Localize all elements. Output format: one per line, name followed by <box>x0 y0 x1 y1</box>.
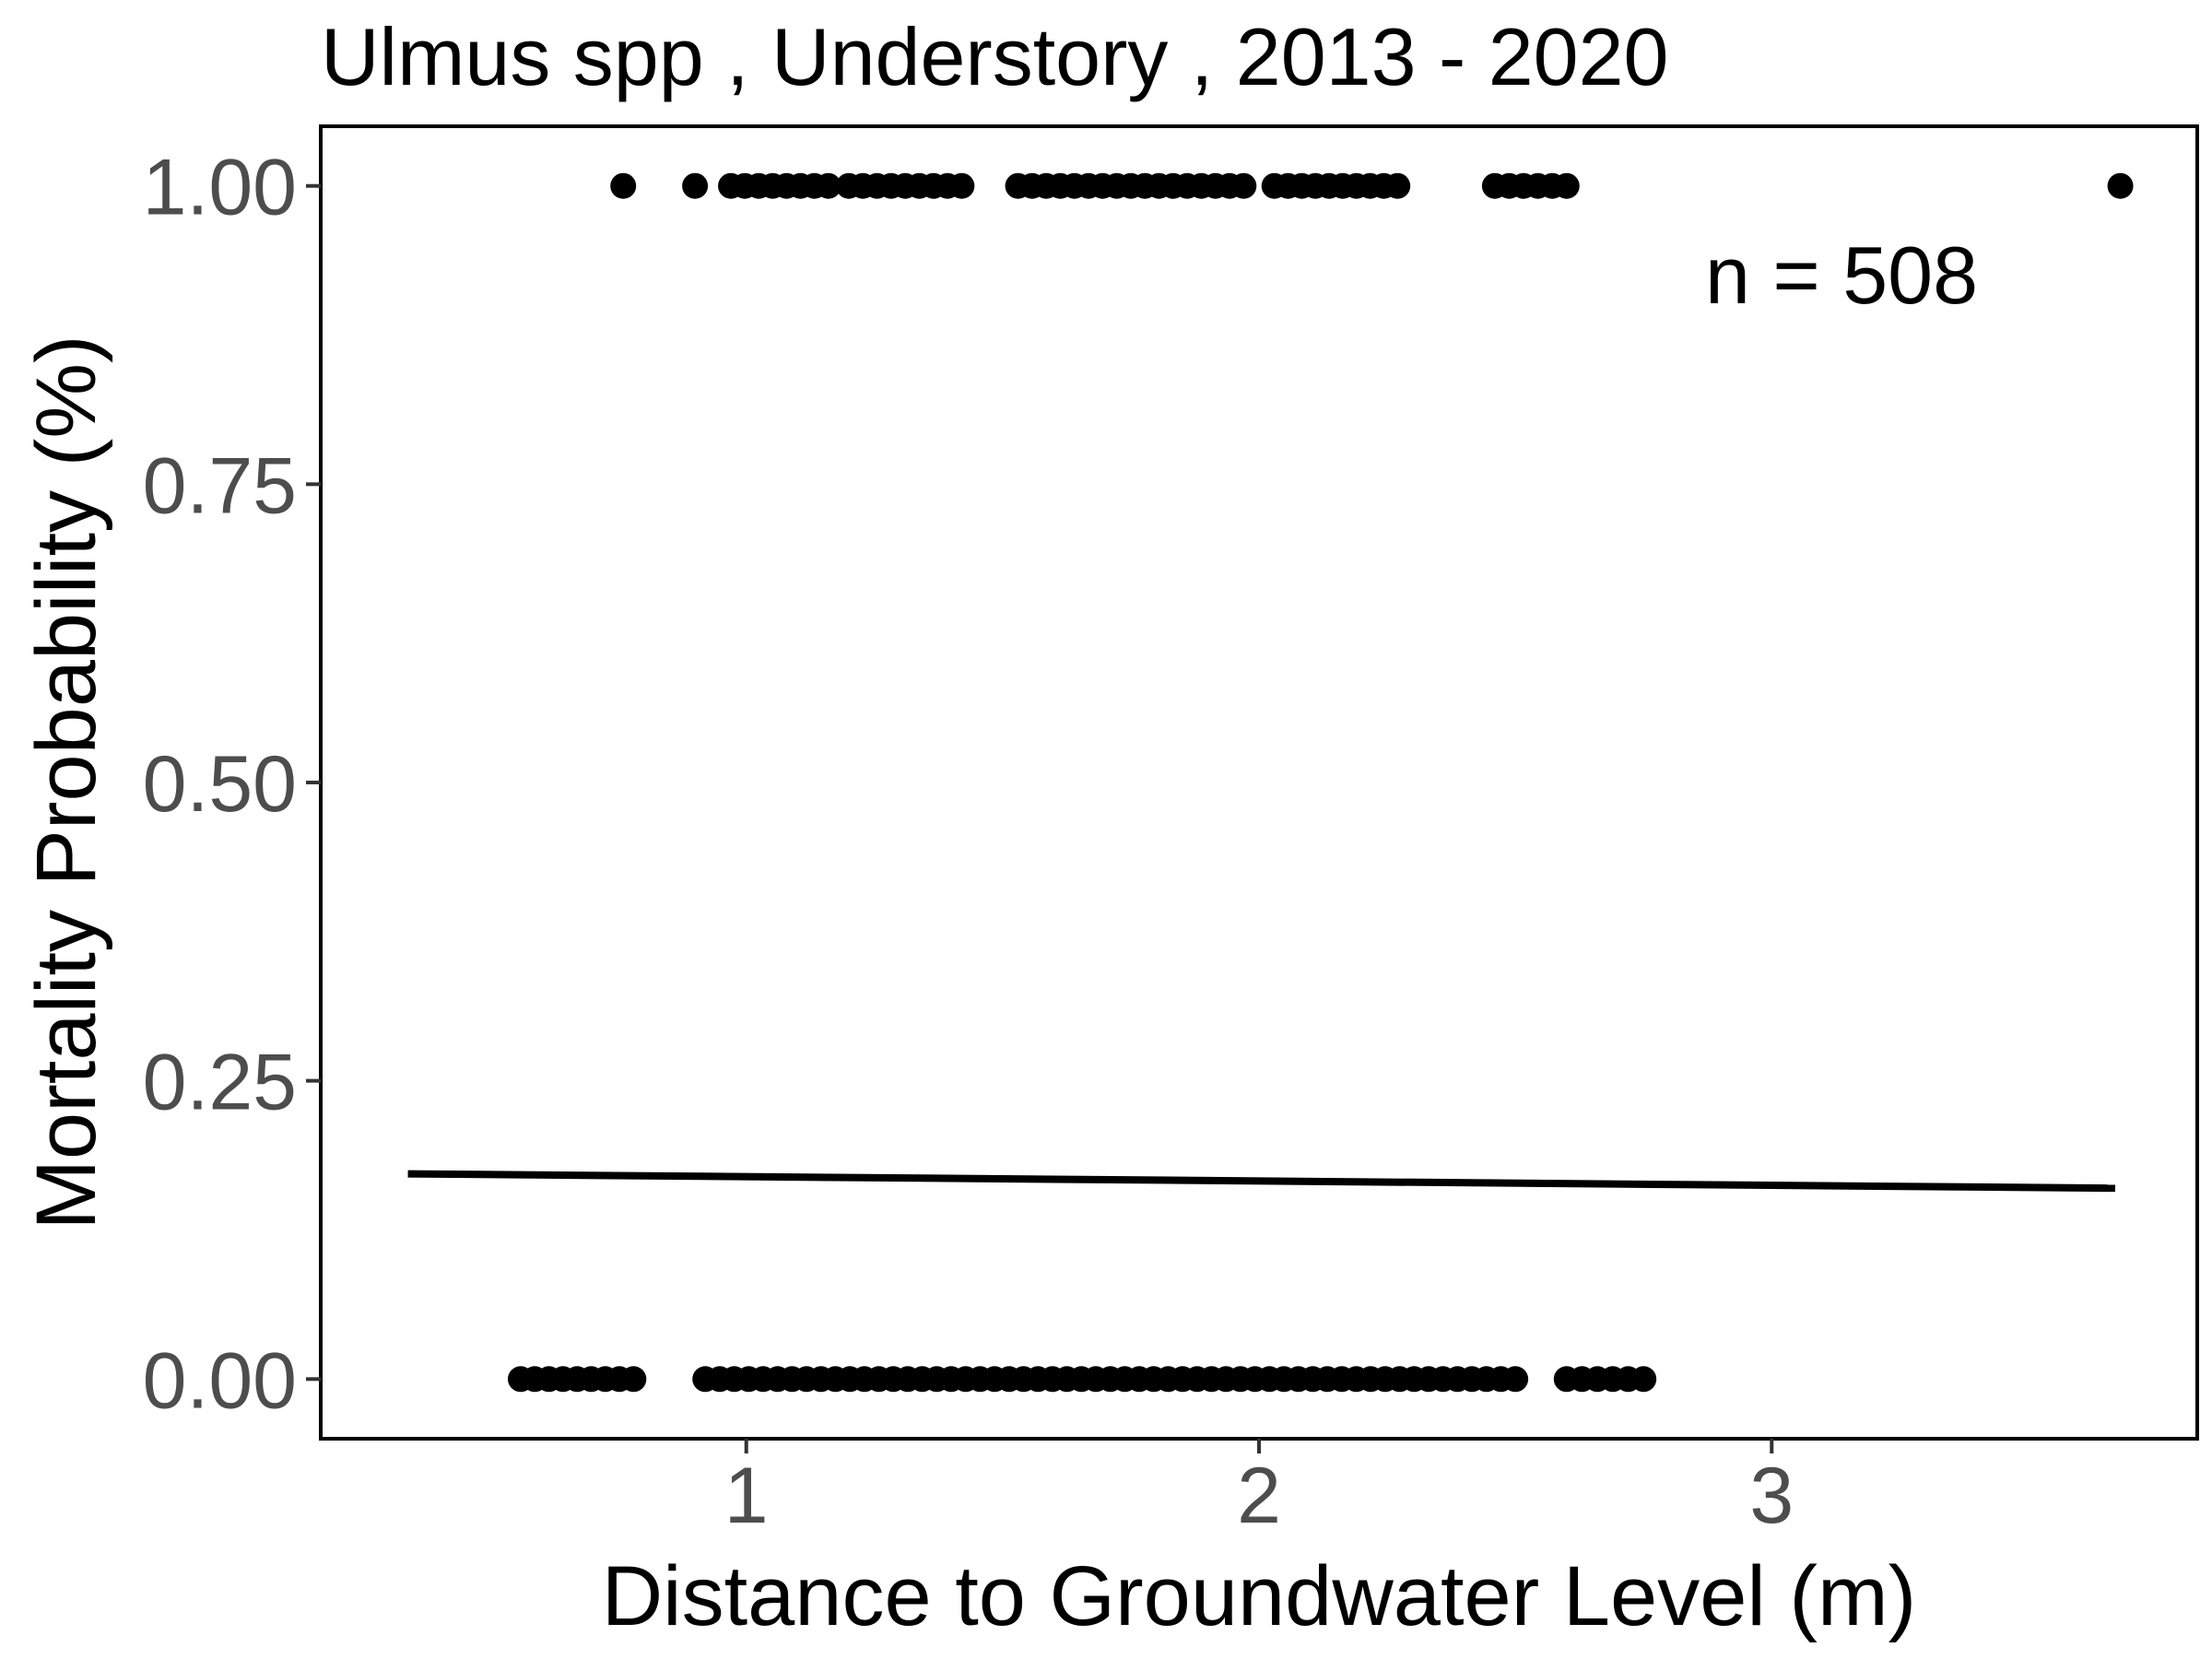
x-axis-title: Distance to Groundwater Level (m) <box>602 1549 1917 1643</box>
fit-line <box>407 1170 2116 1193</box>
fit-line-layer <box>407 1170 2116 1193</box>
data-point <box>948 172 975 199</box>
y-tick-label: 0.00 <box>143 1336 297 1425</box>
scatter-points <box>507 172 2134 1393</box>
sample-size-annotation: n = 508 <box>1705 229 1978 321</box>
y-axis-title: Mortality Probability (%) <box>19 335 113 1230</box>
plot-panel <box>319 124 2199 1441</box>
y-tick-label: 0.25 <box>143 1039 297 1127</box>
chart-title: Ulmus spp , Understory , 2013 - 2020 <box>321 11 1668 102</box>
data-point <box>1230 172 1257 199</box>
data-point <box>1630 1366 1657 1393</box>
y-tick-label: 0.50 <box>143 740 297 829</box>
data-point <box>1384 172 1411 199</box>
data-point <box>1502 1366 1529 1393</box>
data-point <box>620 1366 647 1393</box>
data-point <box>610 172 637 199</box>
y-tick-label: 0.75 <box>143 441 297 530</box>
data-point <box>2107 172 2134 199</box>
x-tick-label: 2 <box>1237 1452 1281 1540</box>
data-point <box>815 172 841 199</box>
axis-ticks: 1 2 3 0.00 0.25 0.50 0.75 1.00 <box>143 144 1794 1540</box>
x-tick-label: 3 <box>1749 1452 1794 1540</box>
x-tick-label: 1 <box>724 1452 769 1540</box>
data-point <box>1553 172 1580 199</box>
data-point <box>682 172 709 199</box>
y-tick-label: 1.00 <box>143 144 297 232</box>
